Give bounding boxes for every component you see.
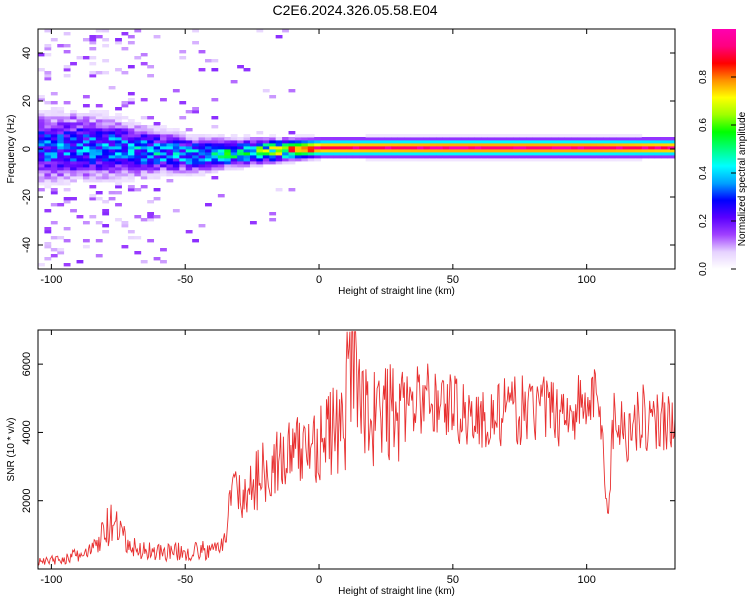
spectrogram-x-tick-label: 0 — [316, 274, 322, 286]
snr-x-tick-label: 0 — [316, 574, 322, 586]
colorbar-tick-label: 0.0 — [698, 262, 709, 276]
colorbar-gradient — [712, 29, 736, 269]
snr-y-tick-label: 2000 — [21, 488, 33, 512]
spectrogram-y-axis-label: Frequency (Hz) — [6, 115, 17, 184]
figure-title: C2E6.2024.326.05.58.E04 — [272, 2, 437, 18]
snr-x-axis-label: Height of straight line (km) — [338, 586, 455, 597]
spectrogram-y-tick-label: -20 — [21, 189, 33, 205]
spectrogram-y-tick-label: -40 — [21, 237, 33, 253]
spectrogram-y-tick-label: 0 — [21, 146, 33, 152]
snr-y-axis-label: SNR (10 * v/v) — [6, 418, 17, 482]
spectrogram-x-tick-label: 100 — [577, 274, 595, 286]
spectrogram-x-tick-label: 50 — [447, 274, 459, 286]
snr-x-tick-label: 100 — [577, 574, 595, 586]
colorbar-tick-label: 0.4 — [698, 166, 709, 180]
spectrogram-x-tick-label: -50 — [177, 274, 193, 286]
colorbar-label: Normalized spectral amplitude — [737, 111, 748, 246]
spectrogram-x-axis-label: Height of straight line (km) — [338, 286, 455, 297]
colorbar-tick-label: 0.2 — [698, 214, 709, 228]
colorbar-tick-label: 0.6 — [698, 118, 709, 132]
spectrogram-cells — [38, 29, 675, 267]
spectrogram-y-tick-label: 40 — [21, 47, 33, 59]
colorbar: 0.0 0.2 0.4 0.6 0.8 Normalized spectral ampli… — [698, 29, 748, 276]
snr-y-tick-label: 4000 — [21, 420, 33, 444]
snr-y-tick-label: 6000 — [21, 352, 33, 376]
snr-panel: -100 -50 0 50 100 2000 4000 6000 Height of strai… — [6, 329, 676, 597]
spectrogram-y-tick-label: 20 — [21, 95, 33, 107]
snr-x-tick-label: -100 — [40, 574, 62, 586]
spectrogram-panel: -100 -50 0 50 100 -40 -20 0 20 40 Height of straig… — [6, 28, 676, 297]
colorbar-tick-label: 0.8 — [698, 70, 709, 84]
snr-x-tick-label: -50 — [177, 574, 193, 586]
snr-plot-frame — [37, 329, 676, 570]
snr-series-line — [38, 331, 675, 566]
snr-x-tick-label: 50 — [447, 574, 459, 586]
spectrogram-x-tick-label: -100 — [40, 274, 62, 286]
